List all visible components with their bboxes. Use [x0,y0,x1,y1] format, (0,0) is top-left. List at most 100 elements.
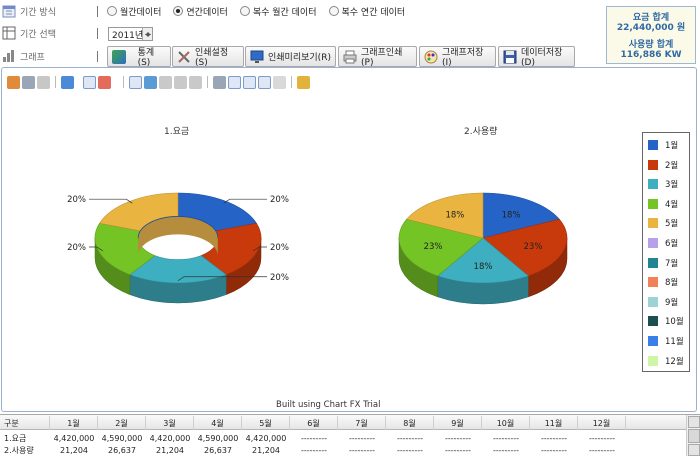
table-cell: 4,420,000 [53,434,95,443]
legend-item: 3월 [648,178,678,190]
column-header[interactable]: 구분 [0,416,50,430]
graph-print-button[interactable]: 그래프인쇄(P) [338,46,417,68]
chevron-down-icon[interactable] [76,76,81,89]
legend-label: 8월 [665,278,679,289]
tools-icon [177,50,191,64]
legend-item: 9월 [648,296,678,308]
table-cell: --------- [349,446,375,455]
copy-icon[interactable] [7,75,20,89]
chart-toolbar [7,74,310,90]
column-header[interactable]: 4월 [194,416,242,430]
radio-multi-monthly[interactable]: 복수 월간 데이터 [239,5,317,18]
scroll-thumb[interactable] [688,429,700,443]
stats-button[interactable]: 통계(S) [107,46,171,68]
data-label: 20% [270,195,289,205]
point-labels-icon[interactable] [243,75,256,89]
legend-label: 6월 [665,239,679,249]
toolbar-separator [123,76,124,88]
summary-panel: 요금 합계 22,440,000 원 사용량 합계 116,886 KW [606,6,696,64]
chevron-down-icon[interactable] [113,76,118,89]
data-save-button[interactable]: 데이터저장(D) [498,46,575,68]
table-cell: --------- [301,434,327,443]
table-cell: --------- [349,434,375,443]
graph-save-button[interactable]: 그래프저장(I) [419,46,496,68]
legend-item: 12월 [648,355,684,367]
year-spinbox[interactable]: 2011년 [108,27,153,41]
chart-panel: 1.요금 2.사용량 20% 20% 20% 20% 20% 18% 23% 18% 23% 18… [1,67,697,412]
data-label: 18% [445,211,464,221]
back-icon[interactable] [159,75,172,89]
label-toggle-icon[interactable] [228,75,241,89]
table-scrollbar[interactable] [686,415,700,456]
data-label: 20% [270,273,289,283]
column-header[interactable]: 7월 [338,416,386,430]
data-label: 23% [524,242,543,252]
legend-swatch [648,218,658,229]
table-cell: 21,204 [252,446,280,455]
zoom-icon[interactable] [189,75,202,89]
pie-slice [482,218,568,277]
radio-multi-yearly[interactable]: 복수 연간 데이터 [328,5,405,18]
print-preview-button[interactable]: 인쇄미리보기(R) [245,46,336,67]
scroll-up-button[interactable] [688,416,700,428]
column-header[interactable]: 10월 [482,416,530,430]
column-header[interactable]: 8월 [386,416,434,430]
legend-swatch [648,238,658,248]
legend-swatch [648,179,658,190]
rotate-icon[interactable] [144,75,157,89]
monitor-icon [250,50,264,64]
data-label: 18% [474,262,493,272]
table-cell: 21,204 [156,446,184,455]
printer-icon[interactable] [37,75,50,89]
legend-label: 10월 [665,317,684,328]
usage-total-value: 116,886 KW [620,50,682,60]
forward-icon[interactable] [174,75,187,89]
pie-slice [94,222,156,275]
table-cell: 26,637 [108,446,136,455]
legend-swatch [648,257,658,268]
floppy-disk-icon [503,50,517,64]
column-header[interactable]: 6월 [290,416,338,430]
color-palette-icon[interactable] [98,75,111,89]
toolbar-separator [55,76,56,88]
clipboard-icon[interactable] [22,75,35,89]
data-editor-icon[interactable] [129,75,142,89]
column-header[interactable]: 5월 [242,416,290,430]
year-spin-arrows[interactable] [142,28,152,40]
grid-toggle-icon[interactable] [83,75,96,89]
fee-total-value: 22,440,000 원 [616,23,686,33]
table-cell: --------- [301,446,327,455]
legend-item: 11월 [648,335,684,347]
column-header[interactable]: 1월 [50,416,98,430]
pie-slice [398,218,484,277]
legend-item: 6월 [648,237,678,249]
label-leader-line [177,276,267,282]
print-setup-button[interactable]: 인쇄설정(S) [172,46,244,68]
radio-monthly[interactable]: 월간데이터 [107,5,161,18]
legend-toggle-icon[interactable] [258,75,271,89]
legend-swatch [648,296,658,307]
gallery-icon[interactable] [61,75,74,89]
column-header[interactable]: 11월 [530,416,578,430]
column-header[interactable]: 2월 [98,416,146,430]
column-header[interactable]: 9월 [434,416,482,430]
stats-icon [112,49,126,64]
legend-item: 7월 [648,257,678,269]
magnifier-icon[interactable] [273,75,286,89]
brush-icon[interactable] [297,75,310,89]
legend-label: 4월 [665,199,679,210]
legend-item: 5월 [648,217,678,229]
table-cell: --------- [589,434,615,443]
legend-label: 2월 [665,160,679,171]
data-label: 20% [67,195,86,205]
scroll-down-button[interactable] [688,444,700,456]
column-header[interactable]: 3월 [146,416,194,430]
properties-icon[interactable] [213,75,226,89]
toolbar-separator [291,76,292,88]
table-cell: 4,420,000 [245,434,287,443]
data-label: 18% [502,211,521,221]
radio-yearly[interactable]: 연간데이터 [173,5,228,18]
grid-icon [2,26,16,40]
column-header[interactable]: 12월 [578,416,626,430]
legend-swatch [648,198,658,209]
